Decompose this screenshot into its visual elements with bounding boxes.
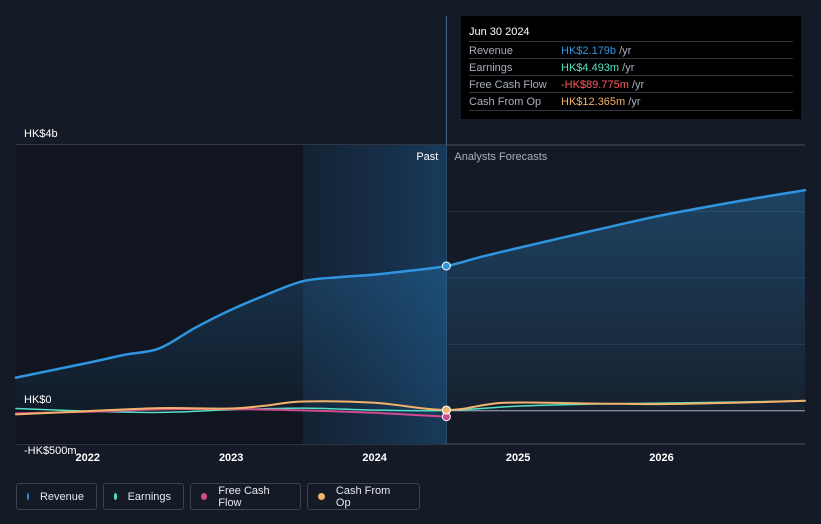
tooltip-row-free-cash-flow: Free Cash Flow -HK$89.775m /yr: [469, 75, 793, 93]
legend-dot-icon: [201, 493, 208, 500]
y-tick-label: -HK$500m: [24, 445, 77, 457]
x-tick-label: 2024: [362, 452, 387, 464]
tooltip-row-cash-from-op: Cash From Op HK$12.365m /yr: [469, 92, 793, 111]
series-line-revenue: [14, 188, 807, 379]
legend-item-revenue[interactable]: Revenue: [16, 483, 97, 510]
tooltip-label: Revenue: [469, 45, 514, 57]
tooltip-row-earnings: Earnings HK$4.493m /yr: [469, 58, 793, 76]
tooltip-value: HK$12.365m /yr: [561, 96, 641, 108]
tooltip-label: Earnings: [469, 62, 513, 74]
forecast-label: Analysts Forecasts: [454, 151, 547, 163]
x-tick-label: 2022: [75, 452, 99, 464]
legend-item-cash-from-op[interactable]: Cash From Op: [307, 483, 420, 510]
x-tick-label: 2025: [506, 452, 530, 464]
tooltip-row-revenue: Revenue HK$2.179b /yr: [469, 41, 793, 59]
x-tick-label: 2026: [649, 452, 673, 464]
legend-item-free-cash-flow[interactable]: Free Cash Flow: [190, 483, 301, 510]
legend-label: Free Cash Flow: [218, 484, 270, 509]
legend: Revenue Earnings Free Cash Flow Cash Fro…: [16, 483, 420, 510]
tooltip-date: Jun 30 2024: [469, 26, 530, 38]
tooltip-value: HK$2.179b /yr: [561, 45, 632, 57]
legend-label: Revenue: [39, 490, 84, 503]
tooltip-value: -HK$89.775m /yr: [561, 79, 645, 91]
legend-label: Cash From Op: [335, 484, 391, 509]
tooltip-value: HK$4.493m /yr: [561, 62, 635, 74]
legend-label: Earnings: [127, 490, 171, 503]
tooltip-label: Cash From Op: [469, 96, 542, 108]
legend-item-earnings[interactable]: Earnings: [103, 483, 184, 510]
series-line-cash-from-op: [15, 399, 806, 416]
y-tick-label: HK$4b: [24, 128, 58, 140]
y-tick-label: HK$0: [24, 394, 52, 406]
legend-dot-icon: [318, 493, 325, 500]
series-area-revenue: [16, 190, 805, 411]
x-tick-label: 2023: [219, 452, 243, 464]
tooltip-label: Free Cash Flow: [469, 79, 547, 91]
past-label: Past: [416, 151, 438, 163]
tooltip: Jun 30 2024 Revenue HK$2.179b /yr Earnin…: [461, 16, 801, 119]
data-point-revenue: [441, 261, 451, 271]
series-line-earnings: [15, 400, 806, 414]
data-point-cash-from-op: [441, 405, 451, 415]
legend-dot-icon: [27, 493, 29, 500]
legend-dot-icon: [114, 493, 117, 500]
